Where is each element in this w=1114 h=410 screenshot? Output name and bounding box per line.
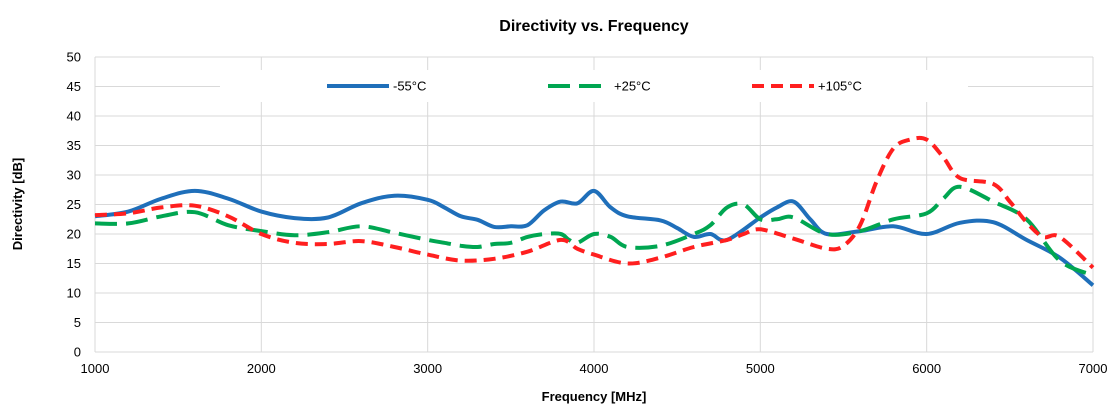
y-tick-label: 25 [67,197,81,212]
x-tick-label: 4000 [580,361,609,376]
series-line-2 [94,184,1094,278]
x-tick-label: 2000 [247,361,276,376]
series-line-3 [94,135,1095,270]
x-tick-label: 3000 [413,361,442,376]
x-tick-label: 1000 [81,361,110,376]
y-tick-label: 15 [67,256,81,271]
legend-label-2: +25°C [614,79,651,94]
y-tick-label: 35 [67,138,81,153]
y-tick-label: 10 [67,286,81,301]
y-tick-label: 30 [67,168,81,183]
legend-label-3: +105°C [818,79,862,94]
legend-label-1: -55°C [393,79,426,94]
y-axis-title: Directivity [dB] [10,158,25,250]
y-tick-label: 45 [67,79,81,94]
y-tick-label: 0 [74,345,81,360]
chart-title: Directivity vs. Frequency [499,18,689,35]
x-axis-title: Frequency [MHz] [542,389,647,404]
y-tick-label: 50 [67,50,81,65]
y-tick-labels: 0 5 10 15 20 25 30 35 40 45 50 [67,50,81,360]
series-lines [94,135,1095,287]
legend: -55°C +25°C +105°C [220,70,968,102]
y-tick-label: 5 [74,315,81,330]
x-tick-label: 7000 [1079,361,1108,376]
y-tick-label: 20 [67,227,81,242]
x-tick-label: 6000 [912,361,941,376]
y-tick-label: 40 [67,109,81,124]
x-tick-label: 5000 [746,361,775,376]
x-tick-labels: 1000 2000 3000 4000 5000 6000 7000 [81,361,1108,376]
